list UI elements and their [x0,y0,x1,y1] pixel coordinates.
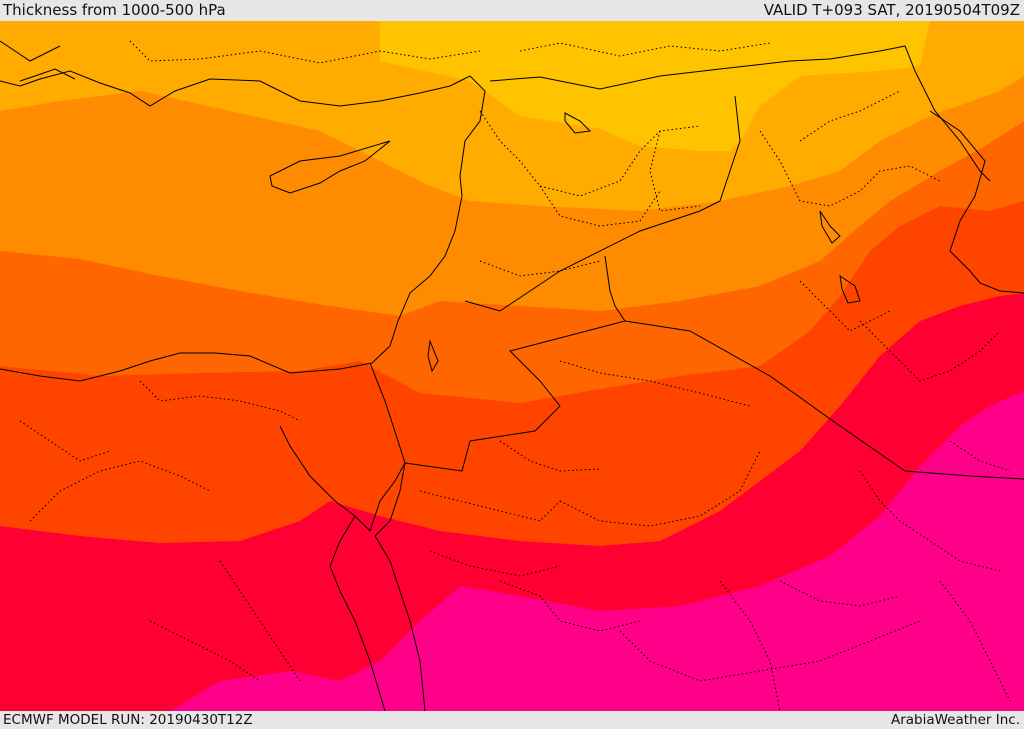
valid-time: VALID T+093 SAT, 20190504T09Z [763,1,1020,19]
regional-boundaries [19,40,1011,711]
coastlines [0,40,1024,711]
header-bar: Thickness from 1000-500 hPa VALID T+093 … [0,0,1024,21]
thickness-map [0,21,1024,711]
thickness-band-7 [170,391,1024,711]
map-title: Thickness from 1000-500 hPa [3,1,226,19]
credit: ArabiaWeather Inc. [890,712,1020,728]
model-run: ECMWF MODEL RUN: 20190430T12Z [3,712,253,728]
footer-bar: ECMWF MODEL RUN: 20190430T12Z ArabiaWeat… [0,711,1024,729]
map-canvas [0,21,1024,711]
